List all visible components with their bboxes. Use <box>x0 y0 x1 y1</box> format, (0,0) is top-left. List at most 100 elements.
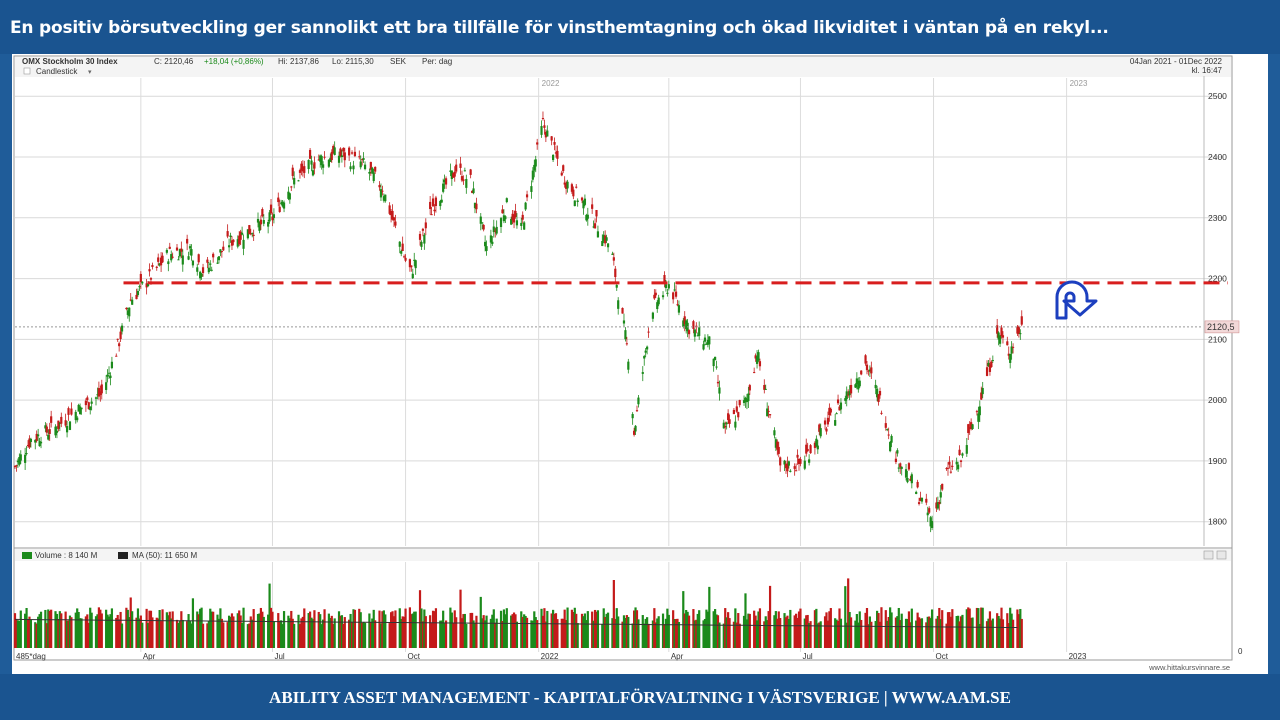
volume-bar <box>981 607 984 648</box>
volume-bar <box>242 607 245 648</box>
volume-bar <box>491 614 494 648</box>
candle-body <box>261 209 264 217</box>
volume-bar <box>909 622 912 648</box>
volume-bar <box>382 610 385 648</box>
volume-bar <box>501 621 504 648</box>
volume-bar <box>553 613 556 648</box>
volume-bar <box>768 585 772 648</box>
u-turn-arrow-icon <box>1055 280 1098 320</box>
candle-body <box>703 337 707 342</box>
candle-body <box>975 411 979 413</box>
candle-body <box>646 346 649 350</box>
volume-bar <box>900 613 903 648</box>
candle-body <box>957 464 960 470</box>
candle-body <box>838 406 841 411</box>
candle-body <box>941 483 944 490</box>
candle-body <box>479 216 482 224</box>
candle-body <box>971 424 974 429</box>
volume-bar <box>657 616 660 648</box>
style-checkbox[interactable] <box>23 67 31 75</box>
candle-body <box>400 251 403 254</box>
volume-bar <box>322 619 325 648</box>
candle-body <box>70 408 73 415</box>
style-label[interactable]: Candlestick <box>36 67 78 76</box>
candle-body <box>625 343 628 345</box>
volume-bar <box>783 613 786 648</box>
volume-bar <box>119 611 122 648</box>
volume-bar <box>135 617 138 648</box>
volume-bar <box>996 613 999 648</box>
volume-bar <box>303 608 306 648</box>
candle-body <box>849 384 853 394</box>
x-tick-label: Jul <box>802 652 812 661</box>
chevron-down-icon[interactable]: ▾ <box>88 69 92 76</box>
volume-bar <box>573 607 576 648</box>
candle-body <box>217 256 221 261</box>
y-tick-label: 2300 <box>1208 213 1227 223</box>
volume-bar <box>232 616 235 648</box>
volume-bar <box>828 611 831 648</box>
volume-bar <box>795 613 798 648</box>
volume-bar <box>310 617 313 648</box>
candle-body <box>757 352 760 361</box>
candle-body <box>938 501 941 505</box>
volume-bar <box>368 613 371 648</box>
volume-bar <box>647 623 650 648</box>
candle-body <box>583 198 587 205</box>
volume-bar <box>105 609 108 648</box>
volume-bar <box>349 613 352 648</box>
candle-body <box>216 262 219 264</box>
volume-bar <box>226 622 229 648</box>
zoom-icon[interactable] <box>1203 550 1214 560</box>
volume-bar <box>473 623 477 648</box>
volume-bar <box>494 622 497 648</box>
candle-body <box>622 320 626 324</box>
volume-bar <box>379 623 383 648</box>
candle-body <box>74 411 77 421</box>
volume-bar <box>631 623 634 648</box>
volume-bar <box>857 622 860 648</box>
volume-bar <box>175 619 179 648</box>
candle-body <box>391 210 394 220</box>
candle-body <box>38 441 41 447</box>
candle-body <box>298 170 302 173</box>
volume-bar <box>361 622 364 648</box>
candle-body <box>86 397 89 400</box>
volume-bar <box>186 621 189 648</box>
volume-bar <box>978 623 981 648</box>
volume-bar <box>188 620 192 648</box>
volume-bar <box>77 611 80 648</box>
candle-body <box>754 355 757 359</box>
candle-body <box>207 267 210 273</box>
candle-body <box>685 320 688 330</box>
volume-bar <box>565 620 568 648</box>
close-icon[interactable] <box>1216 550 1227 560</box>
volume-bar <box>256 613 260 648</box>
volume-bar <box>165 612 168 648</box>
volume-bar <box>97 607 100 648</box>
volume-bar <box>601 624 604 648</box>
volume-bar <box>227 615 231 648</box>
candle-body <box>378 185 381 188</box>
volume-bar <box>125 607 128 648</box>
volume-bar <box>849 617 853 648</box>
volume-bar <box>418 590 422 648</box>
x-axis-ticks: Apr Jul Oct 2022 Apr Jul Oct 2023 <box>143 652 1087 661</box>
volume-bar <box>854 620 857 648</box>
candle-body <box>439 201 442 207</box>
candle-body <box>787 461 790 466</box>
candle-body <box>1006 341 1009 346</box>
candle-body <box>238 235 241 245</box>
chart-title: OMX Stockholm 30 Index <box>22 57 118 66</box>
candle-body <box>107 372 111 374</box>
candle-body <box>865 364 869 371</box>
candle-body <box>654 292 657 296</box>
low-label: Lo: 2115,30 <box>332 57 374 66</box>
candle-body <box>227 245 231 248</box>
volume-bar <box>611 618 614 648</box>
candle-body <box>384 194 387 202</box>
candle-body <box>196 267 199 272</box>
candle-body <box>764 388 767 390</box>
candle-body <box>803 460 806 469</box>
candle-body <box>663 275 666 283</box>
